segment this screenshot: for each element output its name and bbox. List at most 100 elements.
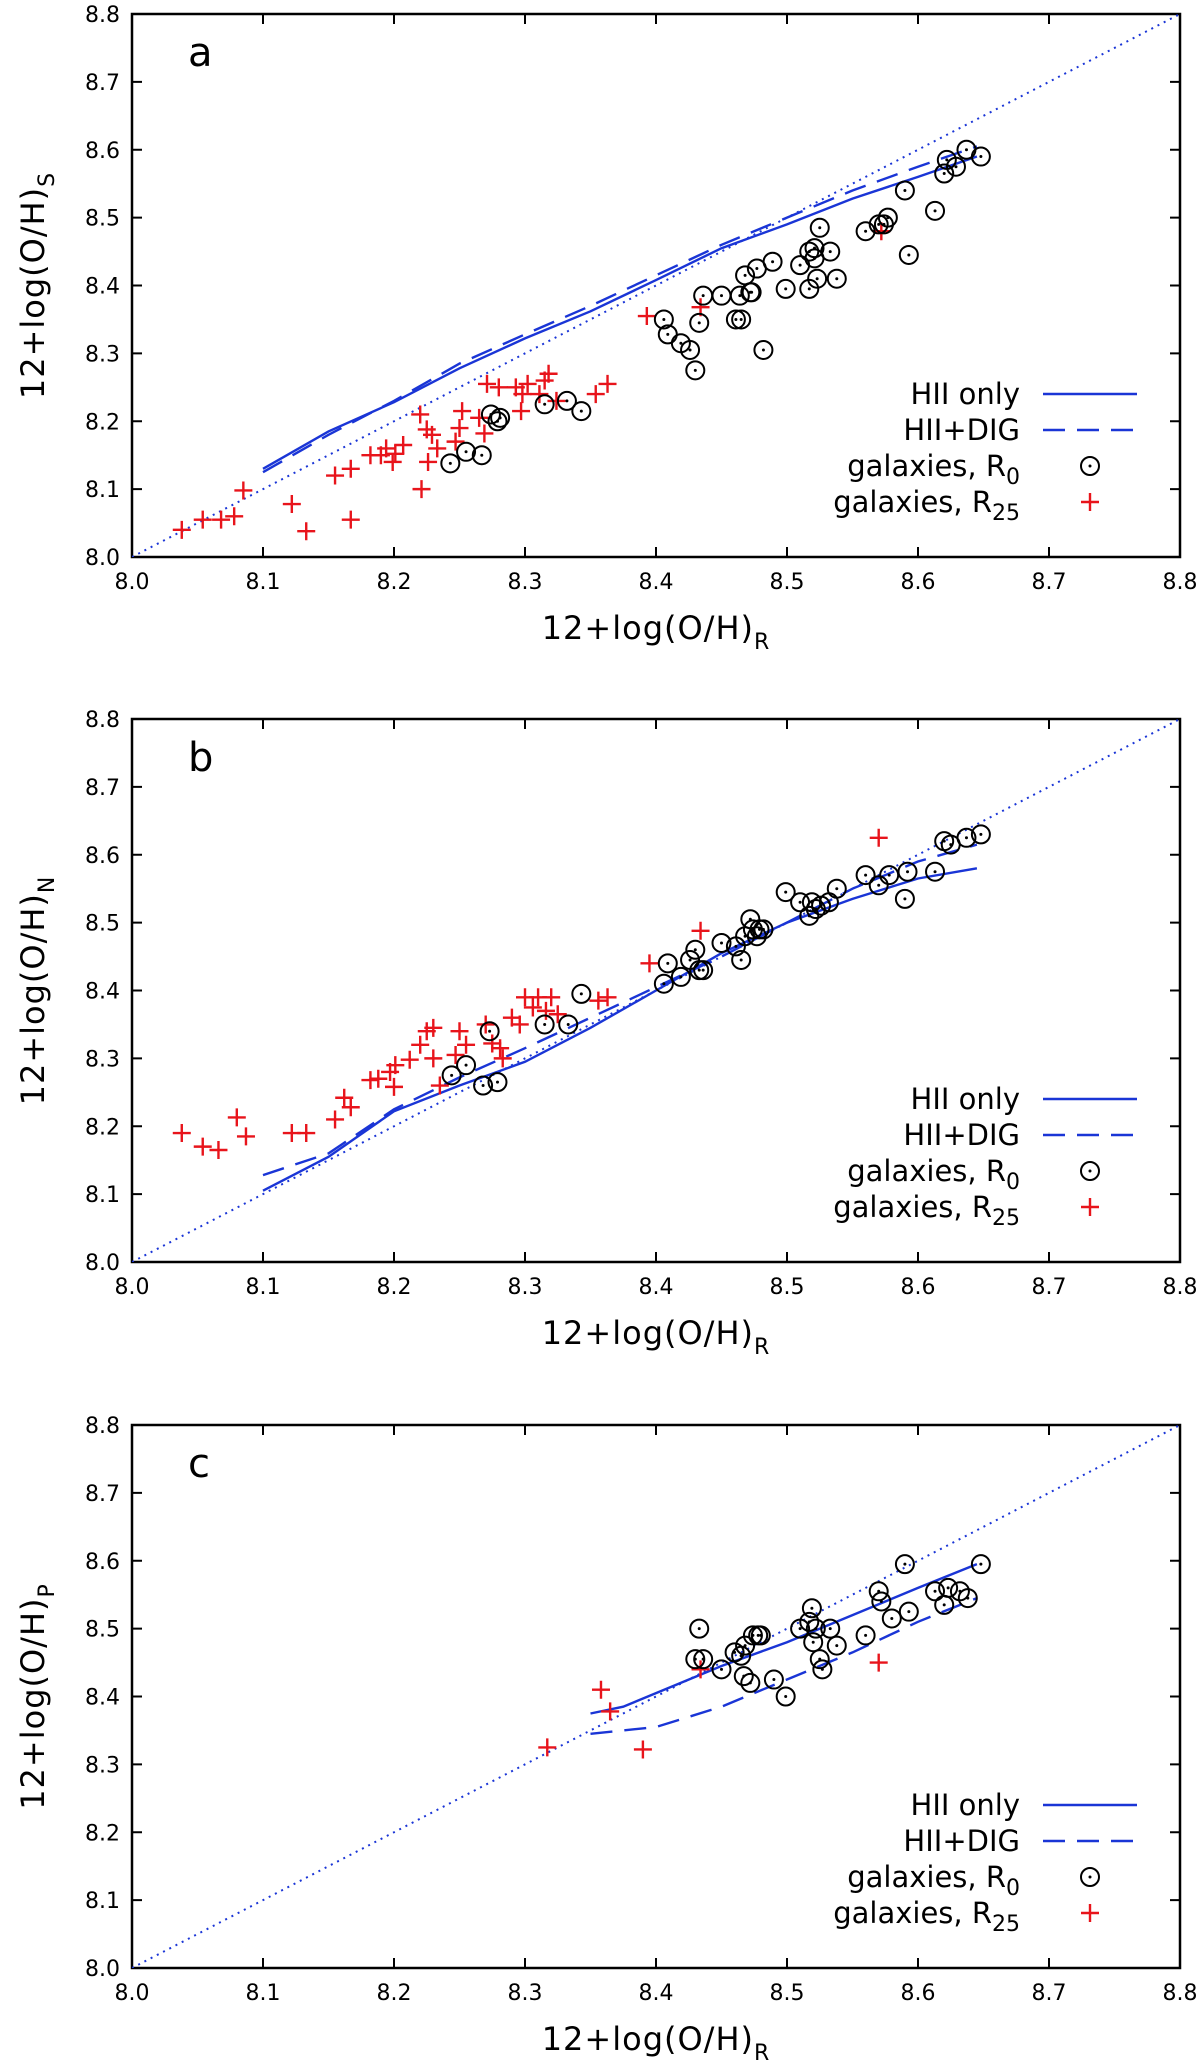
x-axis-label: 12+log(O/H)R — [542, 609, 771, 655]
r0-point — [855, 221, 876, 242]
y-axis-label-sub: N — [35, 876, 60, 893]
r0-point — [534, 394, 555, 415]
r0-point — [925, 200, 946, 221]
r0-point — [799, 1611, 820, 1632]
r25-point — [475, 424, 494, 443]
x-axis-label-sub: R — [754, 2041, 770, 2066]
x-tick-label: 8.8 — [1163, 570, 1198, 595]
x-tick-label: 8.0 — [115, 570, 150, 595]
r25-point — [542, 988, 561, 1007]
r25-point — [513, 385, 532, 404]
r0-point — [812, 1659, 833, 1680]
r25-point — [470, 408, 489, 427]
r0-point — [735, 1635, 756, 1656]
r0-point-dot — [488, 1029, 492, 1033]
r0-point — [571, 983, 592, 1004]
y-tick-label: 8.4 — [85, 980, 120, 1005]
r0-point — [689, 1618, 710, 1639]
r25-point — [489, 378, 508, 397]
x-tick-label: 8.8 — [1163, 1275, 1198, 1300]
y-tick-label: 8.1 — [85, 1183, 120, 1208]
r25-point — [193, 510, 212, 529]
r0-point — [456, 1055, 477, 1076]
panel-a: 8.0 8.1 8.2 8.3 8.4 8.5 8.6 8.7 8.8 8.0 8.1 8.2 8.3 8… — [14, 3, 1198, 655]
legend-label-sub: 25 — [992, 501, 1020, 526]
r25-point — [411, 405, 430, 424]
x-tick-label: 8.0 — [115, 1275, 150, 1300]
x-tick-label: 8.5 — [770, 570, 805, 595]
r25-point — [539, 364, 558, 383]
r25-point — [586, 385, 605, 404]
r25-point — [691, 1660, 710, 1679]
legend-label-dig: HII+DIG — [903, 1824, 1020, 1858]
r0-point — [957, 1588, 978, 1609]
r25-point — [591, 1680, 610, 1699]
r25-point — [394, 436, 413, 455]
legend-label-r25: galaxies, R25 — [833, 485, 1020, 526]
r0-point-dot — [886, 216, 890, 220]
legend-label-sub: 25 — [992, 1206, 1020, 1231]
r0-point-dot — [720, 294, 723, 298]
r0-point — [657, 953, 678, 974]
r25-point — [297, 1124, 316, 1143]
y-tick-label: 8.5 — [85, 1618, 120, 1643]
r25-point — [589, 991, 608, 1010]
r0-point — [753, 919, 774, 940]
r0-point-dot — [798, 263, 802, 267]
x-tick-label: 8.5 — [770, 1275, 805, 1300]
r0-point — [938, 1577, 959, 1598]
one-to-one-line — [132, 14, 1180, 557]
legend-symbol-circle — [1080, 1867, 1100, 1887]
r0-point-dot — [679, 341, 683, 345]
r0-point-dot — [877, 222, 881, 226]
r0-point-dot — [750, 290, 754, 294]
r0-point-dot — [979, 155, 983, 159]
r0-point — [799, 905, 820, 926]
r0-point-dot — [827, 900, 831, 904]
r25-point — [536, 1001, 555, 1020]
r0-point — [775, 278, 796, 299]
r0-point — [805, 1618, 826, 1639]
r25-point — [341, 1098, 360, 1117]
r0-point-dot — [771, 260, 775, 264]
r25-point — [424, 1018, 443, 1037]
r0-point — [487, 1072, 508, 1093]
r0-point-dot — [480, 453, 484, 457]
r0-point-dot — [864, 873, 868, 877]
r0-point-dot — [701, 968, 705, 972]
panel-b: 8.0 8.1 8.2 8.3 8.4 8.5 8.6 8.7 8.8 8.0 8.1 8.2 8.3 8… — [14, 708, 1198, 1360]
r25-point — [691, 921, 710, 940]
r0-point-dot — [903, 188, 907, 192]
r25-point — [453, 402, 472, 421]
r0-point — [877, 207, 898, 228]
legend-symbol-circle — [1080, 1161, 1100, 1181]
r0-point-dot — [688, 958, 692, 962]
legend-label-sub: 0 — [1006, 1876, 1020, 1901]
r0-point-dot — [772, 1678, 776, 1682]
r0-point-dot — [784, 1695, 788, 1698]
r0-point-dot — [814, 1627, 818, 1631]
r0-point-dot — [543, 402, 547, 406]
r0-point — [693, 960, 714, 981]
r25-point — [493, 1049, 512, 1068]
r0-point — [733, 1666, 754, 1687]
r0-point — [731, 1645, 752, 1666]
x-axis-label-sub: R — [754, 630, 770, 655]
r25-point — [386, 444, 405, 463]
r25-point — [193, 1137, 212, 1156]
r0-point — [898, 244, 919, 265]
r0-point-dot — [566, 1022, 570, 1026]
r25-point — [326, 1110, 345, 1129]
r0-point — [440, 453, 461, 474]
r0-point-dot — [907, 253, 911, 257]
r0-point-dot — [877, 883, 881, 887]
r25-point — [640, 954, 659, 973]
x-tick-label: 8.4 — [639, 1275, 674, 1300]
r0-point — [868, 1581, 889, 1602]
r0-point-dot — [942, 172, 946, 176]
r0-point — [763, 1669, 784, 1690]
r0-point-dot — [890, 1616, 894, 1620]
r0-point-dot — [835, 277, 839, 281]
